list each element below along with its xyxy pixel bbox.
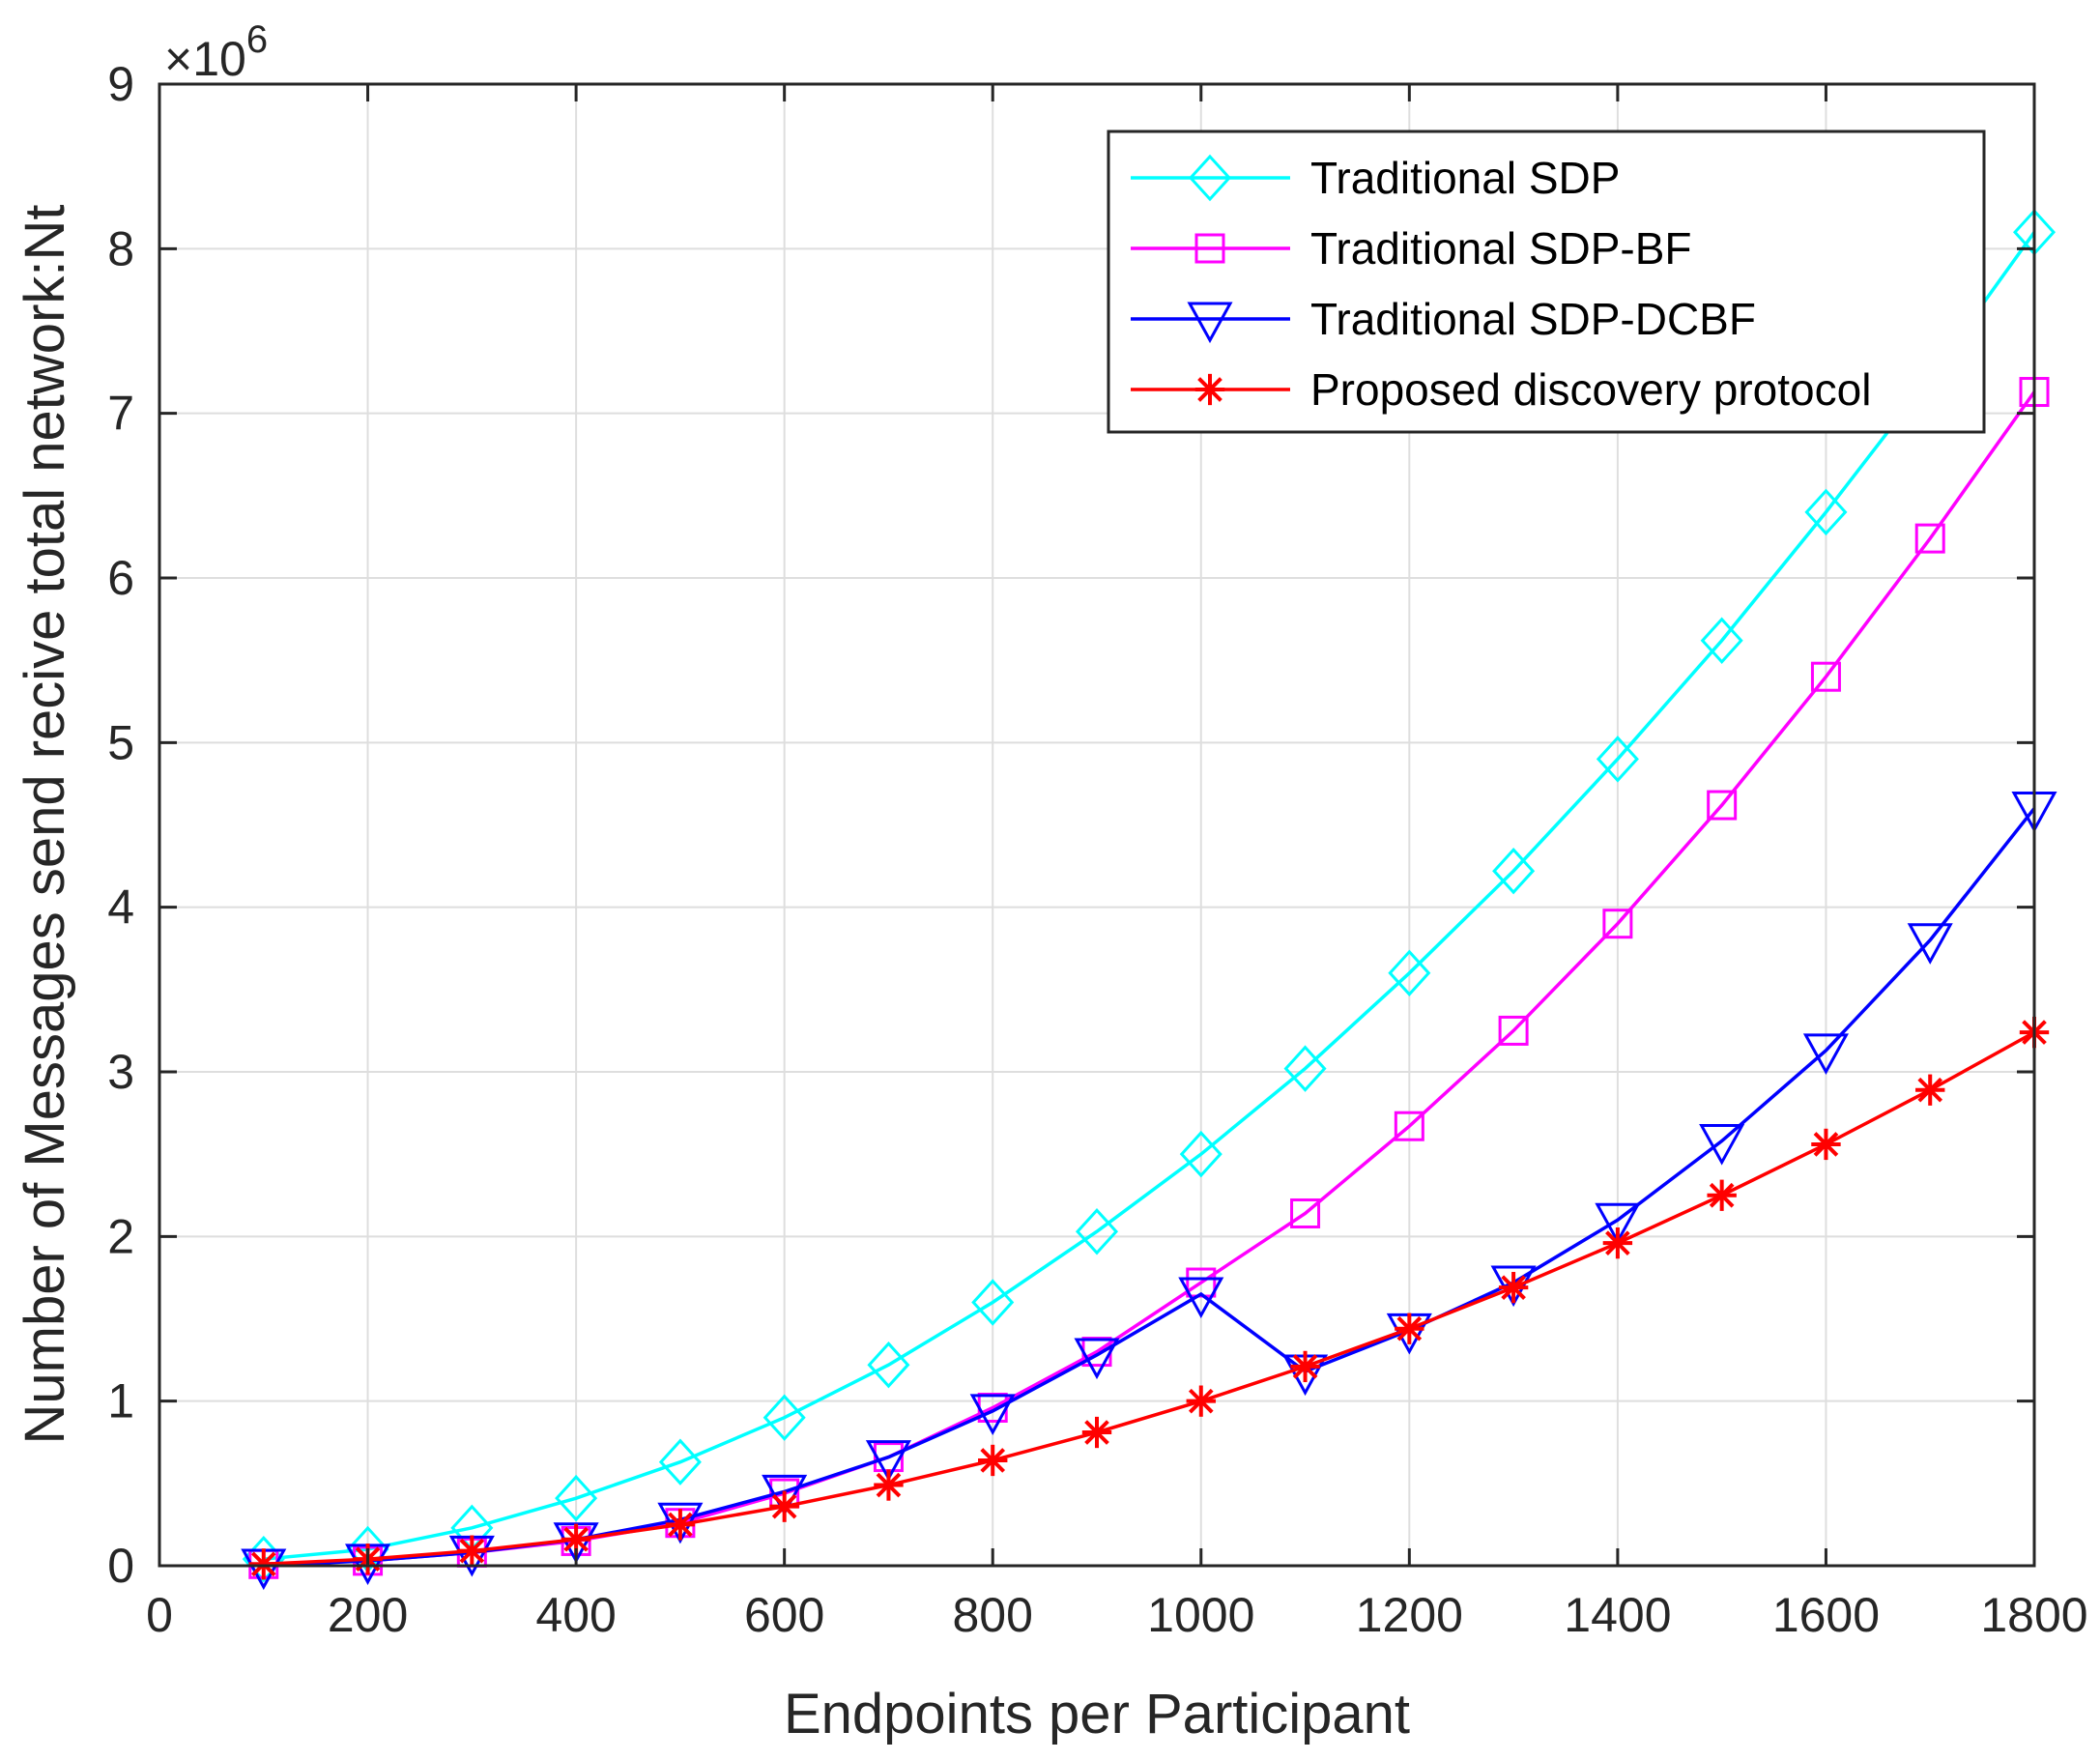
x-tick-labels: 0 200 400 600 800 1000 1200 1400 1600 1800 xyxy=(146,1588,2088,1642)
y-tick-label: 4 xyxy=(107,880,134,935)
data-point xyxy=(1498,1015,1529,1046)
data-point xyxy=(978,1444,1008,1477)
legend-marker xyxy=(1194,233,1225,264)
data-point xyxy=(1490,1265,1537,1308)
data-point xyxy=(865,1440,911,1482)
data-point xyxy=(1290,1197,1321,1228)
data-point xyxy=(874,1469,904,1501)
data-point xyxy=(457,1535,487,1567)
data-point xyxy=(1395,1313,1424,1344)
y-tick-label: 9 xyxy=(107,57,134,111)
data-point xyxy=(1602,1226,1633,1259)
data-point xyxy=(1700,617,1743,664)
data-point xyxy=(769,1490,799,1522)
data-point xyxy=(1498,1271,1529,1304)
x-tick-label: 0 xyxy=(146,1588,173,1642)
legend-entry: Proposed discovery protocol xyxy=(1131,364,1871,415)
x-tick-label: 200 xyxy=(328,1588,408,1642)
data-point xyxy=(969,1394,1016,1435)
data-point xyxy=(1810,661,1841,692)
data-point xyxy=(1596,736,1639,783)
data-point xyxy=(1186,1385,1216,1417)
legend-marker xyxy=(1187,302,1233,344)
legend-label: Traditional SDP-BF xyxy=(1310,223,1692,274)
data-point xyxy=(1283,1045,1327,1092)
data-point xyxy=(1178,1277,1224,1319)
x-tick-label: 1400 xyxy=(1564,1588,1671,1642)
y-axis-label: Number of Messages send recive total net… xyxy=(14,205,76,1445)
data-point xyxy=(1802,1033,1849,1075)
data-point xyxy=(1081,1416,1112,1449)
data-point xyxy=(555,1474,598,1522)
y-tick-labels: 0 1 2 3 4 5 6 7 8 9 xyxy=(107,57,134,1593)
x-tick-label: 1200 xyxy=(1356,1588,1463,1642)
data-point xyxy=(1811,1128,1841,1161)
data-point xyxy=(1388,949,1431,997)
data-point xyxy=(1602,909,1633,939)
legend-label: Proposed discovery protocol xyxy=(1310,364,1871,415)
data-point xyxy=(1179,1130,1223,1178)
data-point xyxy=(1707,1179,1737,1211)
legend-label: Traditional SDP xyxy=(1310,153,1620,203)
y-tick-label: 6 xyxy=(107,551,134,605)
legend-entry: Traditional SDP xyxy=(1131,153,1620,203)
y-tick-label: 3 xyxy=(107,1045,134,1099)
y-multiplier-base: ×10 xyxy=(164,32,246,86)
data-point xyxy=(1492,847,1536,895)
legend-box xyxy=(1107,130,1986,434)
data-point xyxy=(248,1548,278,1580)
data-point xyxy=(762,1394,806,1441)
y-tick-label: 8 xyxy=(107,221,134,275)
data-point xyxy=(867,1341,910,1389)
data-point xyxy=(1074,1338,1120,1380)
data-point xyxy=(658,1438,702,1486)
y-tick-label: 0 xyxy=(107,1539,134,1593)
legend: Traditional SDP Traditional SDP-BF Traditi… xyxy=(1107,130,1986,434)
legend-entry: Traditional SDP-BF xyxy=(1131,223,1692,274)
data-point xyxy=(1290,1350,1320,1383)
data-point xyxy=(1914,523,1945,554)
y-tick-label: 2 xyxy=(107,1209,134,1263)
data-point xyxy=(1595,1202,1641,1245)
legend-items: Traditional SDP Traditional SDP-BF Traditi… xyxy=(1131,153,1871,415)
x-tick-label: 800 xyxy=(953,1588,1033,1642)
series-group xyxy=(241,209,2057,1591)
data-point xyxy=(1915,1074,1945,1106)
axis-ticks xyxy=(158,82,2036,1568)
legend-marker xyxy=(1194,373,1225,406)
data-point xyxy=(1707,790,1738,821)
y-tick-label: 7 xyxy=(107,387,134,441)
y-tick-label: 5 xyxy=(107,715,134,769)
y-multiplier-label: ×106 xyxy=(164,18,268,86)
data-point xyxy=(1075,1207,1119,1255)
data-point xyxy=(1907,923,1953,965)
series-line xyxy=(263,1030,2035,1567)
series-traditional-sdp xyxy=(242,209,2057,1583)
legend-label: Traditional SDP-DCBF xyxy=(1310,294,1756,344)
x-tick-label: 1000 xyxy=(1147,1588,1254,1642)
plot-frame xyxy=(158,82,2036,1568)
legend-marker xyxy=(1188,154,1232,202)
y-tick-label: 1 xyxy=(107,1374,134,1428)
legend-entry: Traditional SDP-DCBF xyxy=(1131,294,1756,344)
data-point xyxy=(1699,1124,1745,1166)
x-tick-label: 1800 xyxy=(1980,1588,2087,1642)
x-tick-label: 600 xyxy=(744,1588,824,1642)
data-point xyxy=(1394,1111,1424,1141)
y-multiplier-exponent: 6 xyxy=(246,18,268,61)
series-line xyxy=(263,231,2036,1561)
data-point xyxy=(1804,488,1848,536)
x-axis-label: Endpoints per Participant xyxy=(784,1683,1410,1746)
data-point xyxy=(971,1279,1015,1326)
x-tick-label: 1600 xyxy=(1772,1588,1880,1642)
data-point xyxy=(762,1474,808,1516)
data-point xyxy=(665,1509,696,1541)
x-tick-label: 400 xyxy=(535,1588,616,1642)
series-proposed-discovery-protocol xyxy=(248,1016,2050,1580)
